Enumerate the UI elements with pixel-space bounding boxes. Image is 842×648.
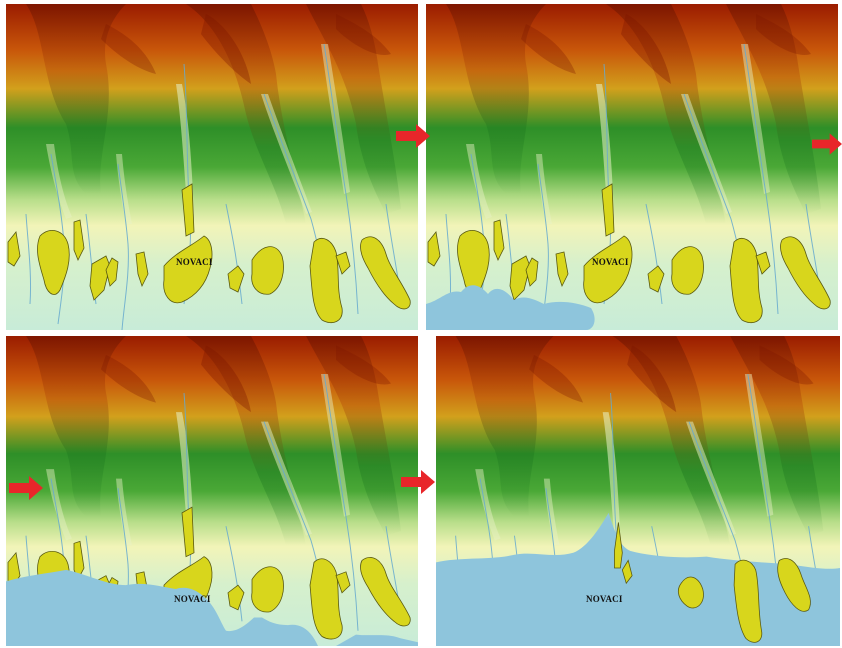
map-panel-top-left: NOVACI [6, 4, 418, 330]
red-right-arrow-icon [401, 470, 435, 494]
town-label-novaci: NOVACI [592, 257, 629, 267]
terrain-map-top-left [6, 4, 418, 330]
red-right-arrow-icon [812, 133, 842, 155]
settlements-remaining [614, 522, 811, 643]
flood-water [426, 285, 595, 330]
red-right-arrow-icon [396, 124, 430, 148]
town-label-novaci: NOVACI [586, 594, 623, 604]
terrain-map-top-right [426, 4, 838, 330]
map-panel-bottom-left: NOVACI [6, 336, 418, 646]
town-label-novaci: NOVACI [174, 594, 211, 604]
map-panel-top-right: NOVACI [426, 4, 838, 330]
flood-water [336, 634, 418, 646]
terrain-map-bottom-right [436, 336, 840, 646]
terrain-map-bottom-left [6, 336, 418, 646]
red-right-arrow-icon [9, 476, 43, 500]
map-panel-bottom-right: NOVACI [436, 336, 840, 646]
flood-water [6, 569, 318, 646]
town-label-novaci: NOVACI [176, 257, 213, 267]
